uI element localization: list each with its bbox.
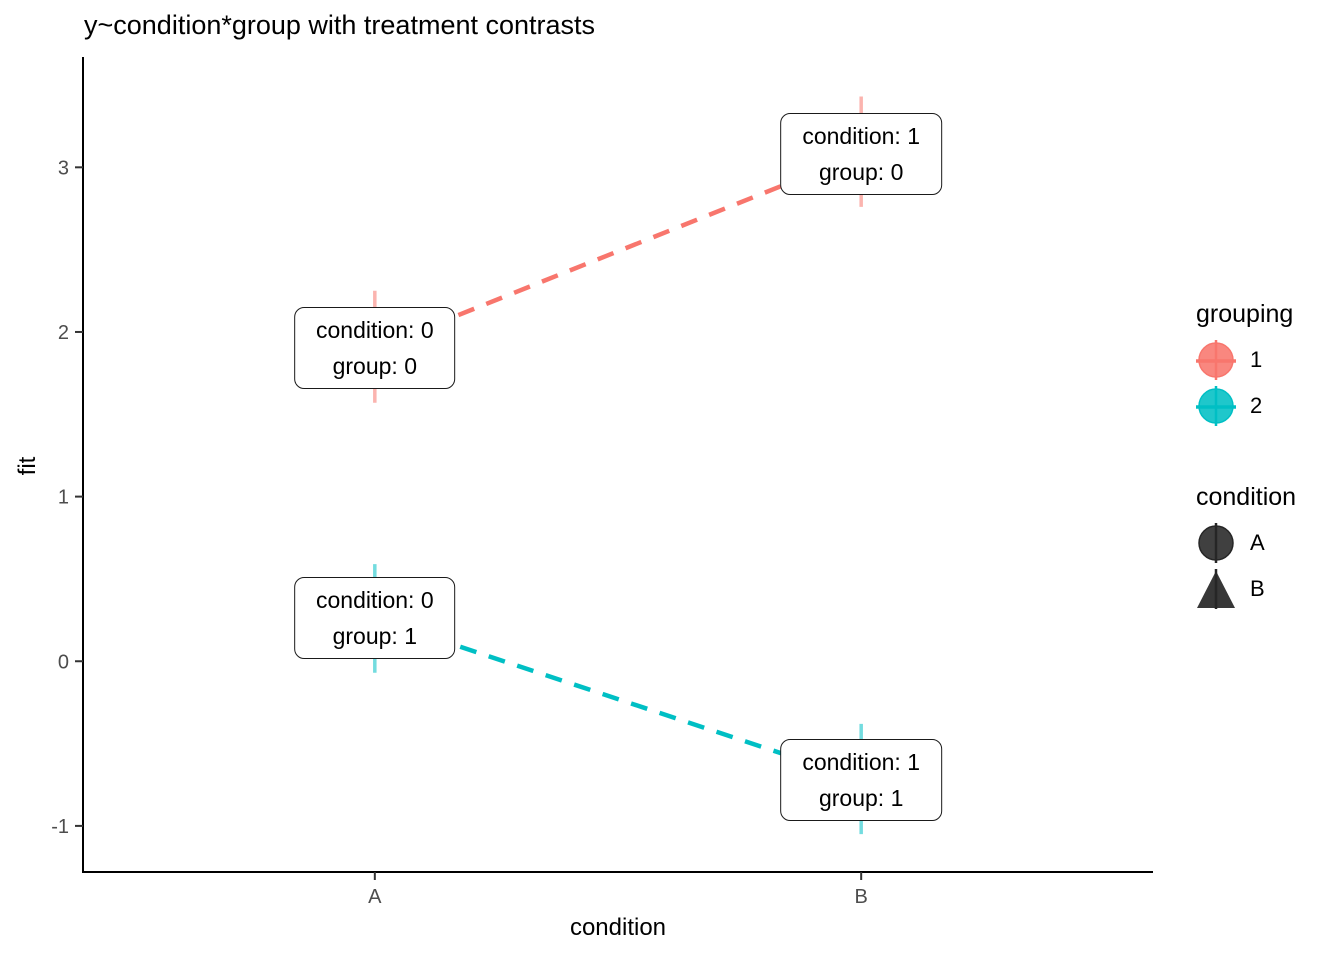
- grouping-1-key-icon: [1194, 338, 1238, 382]
- circle-key-glyph: [1198, 523, 1234, 563]
- triangle-key-glyph: [1197, 569, 1235, 609]
- y-tick-label: 0: [58, 651, 69, 673]
- legend-entry: 2: [1194, 383, 1344, 429]
- x-tick-label: A: [368, 886, 382, 908]
- point-label: condition: 1 group: 0: [780, 113, 942, 196]
- circle-key-glyph: [1196, 340, 1236, 380]
- legend-title-condition: condition: [1196, 483, 1297, 511]
- x-axis-title: condition: [569, 914, 667, 941]
- y-tick-label: -1: [51, 816, 69, 838]
- chart-title: y~condition*group with treatment contras…: [84, 10, 596, 40]
- point-label: condition: 0 group: 0: [293, 307, 456, 390]
- point-label: condition: 0 group: 1: [293, 577, 456, 660]
- y-axis-title: fit: [14, 456, 41, 476]
- legend-entry: B: [1194, 566, 1344, 612]
- y-tick-label: 1: [58, 487, 69, 509]
- condition-a-key-icon: [1194, 521, 1238, 565]
- x-tick-label: B: [855, 886, 868, 908]
- legend-group-grouping: grouping 1 2: [1194, 300, 1344, 429]
- legend-entry-label: B: [1250, 576, 1265, 601]
- legend-entry-label: 2: [1250, 393, 1263, 418]
- legend-group-condition: condition A B: [1194, 483, 1344, 612]
- y-tick-label: 3: [58, 157, 69, 179]
- legend-entry-label: A: [1250, 530, 1265, 555]
- legend-entry: 1: [1194, 337, 1344, 383]
- legend-entry: A: [1194, 520, 1344, 566]
- circle-key-glyph: [1196, 386, 1236, 426]
- series-line-2: [374, 616, 862, 782]
- series-line-1: [373, 152, 863, 351]
- grouping-2-key-icon: [1194, 384, 1238, 428]
- condition-b-key-icon: [1194, 567, 1238, 611]
- legend-title-grouping: grouping: [1196, 300, 1294, 328]
- point-label: condition: 1 group: 1: [780, 738, 942, 821]
- legend: grouping 1 2 condition A B: [1194, 300, 1344, 612]
- legend-entry-label: 1: [1250, 347, 1263, 372]
- y-tick-label: 2: [58, 322, 69, 344]
